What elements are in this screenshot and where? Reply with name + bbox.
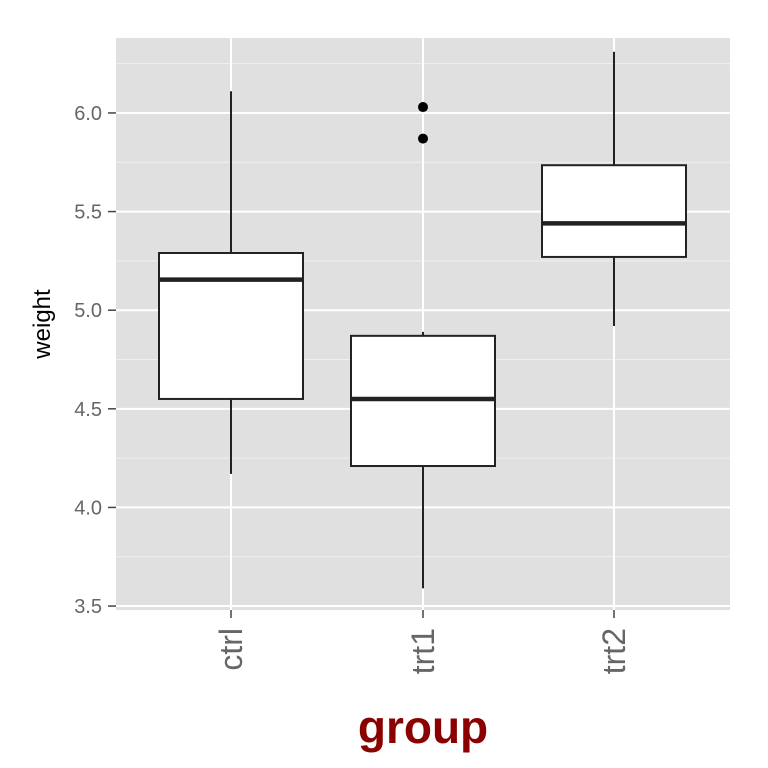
x-tick-label: trt1	[405, 628, 441, 674]
x-tick-label: trt2	[596, 628, 632, 674]
outlier-point	[418, 102, 428, 113]
y-tick-label: 5.0	[74, 300, 102, 322]
y-tick-label: 4.5	[74, 399, 102, 421]
y-tick-label: 3.5	[74, 596, 102, 618]
y-tick-label: 6.0	[74, 103, 102, 125]
box-body	[158, 251, 304, 400]
box-group-ctrl	[158, 91, 304, 474]
box-group-trt2	[541, 51, 687, 326]
box-body	[541, 164, 687, 258]
outlier-point	[418, 133, 428, 144]
y-tick-label: 4.0	[74, 497, 102, 519]
y-axis-title: weight	[29, 289, 56, 360]
box-group-trt1	[350, 102, 496, 589]
x-axis-title: group	[358, 701, 488, 753]
x-axis: ctrl trt1 trt2	[213, 610, 632, 674]
boxes	[158, 51, 687, 589]
y-axis: 3.5 4.0 4.5 5.0 5.5 6.0	[74, 103, 116, 618]
y-tick-label: 5.5	[74, 202, 102, 224]
x-tick-label: ctrl	[213, 628, 249, 671]
